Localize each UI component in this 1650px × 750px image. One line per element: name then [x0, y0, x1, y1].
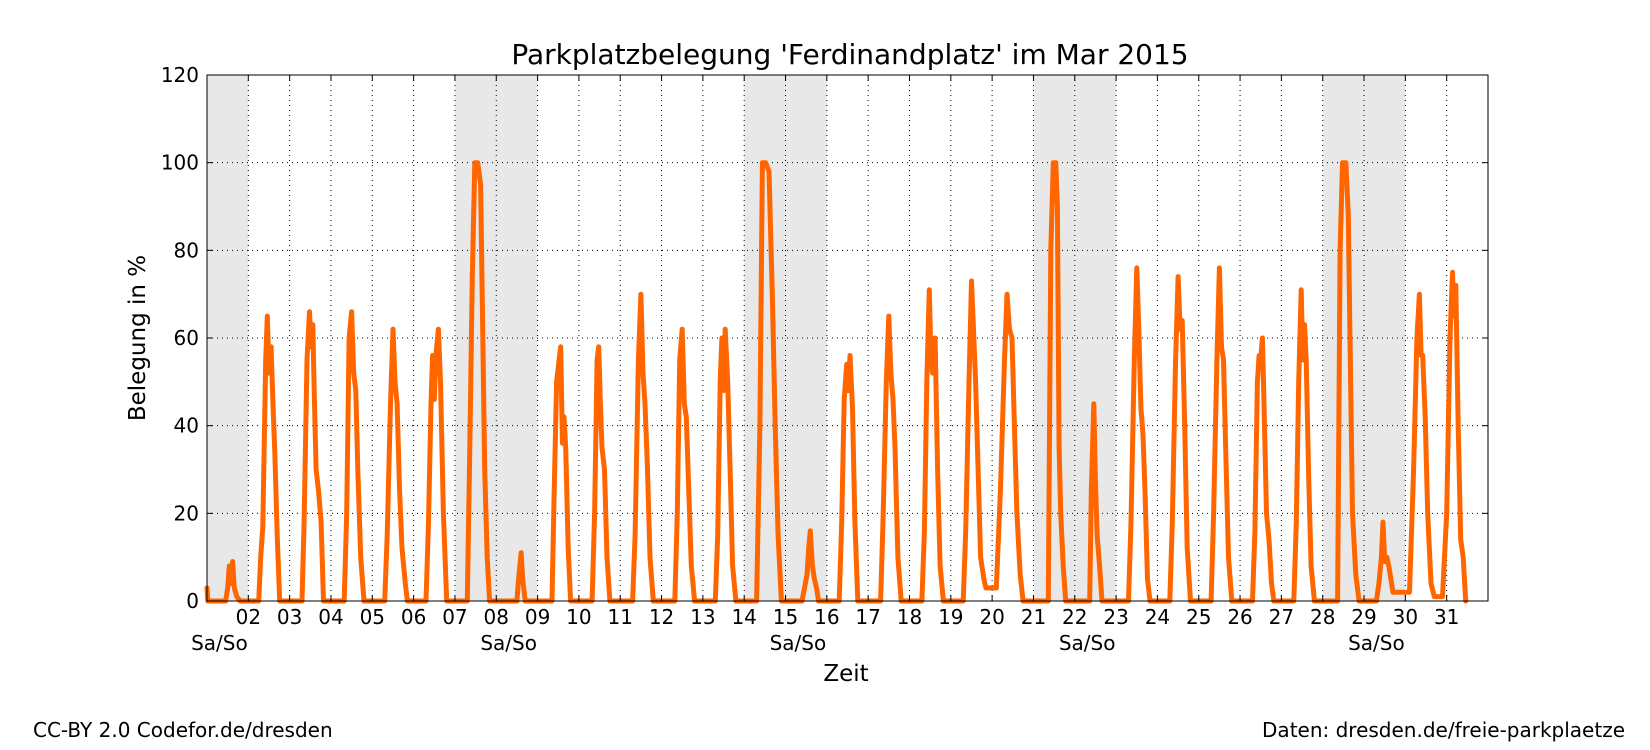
x-tick-label: 14 [731, 605, 756, 629]
x-tick-label: 04 [318, 605, 343, 629]
x-tick-label: 28 [1310, 605, 1335, 629]
series-line [204, 160, 1469, 604]
x-tick-label: 24 [1145, 605, 1170, 629]
weekend-label: Sa/So [1348, 631, 1405, 655]
x-tick-label: 31 [1434, 605, 1459, 629]
x-tick-label: 18 [897, 605, 922, 629]
y-tick-label: 40 [174, 414, 199, 438]
x-tick-label: 17 [855, 605, 880, 629]
tick-labels: Sa/So Sa/So Sa/So Sa/So Sa/So020406080100120… [161, 63, 1460, 655]
x-tick-label: 21 [1021, 605, 1046, 629]
x-tick-label: 15 [773, 605, 798, 629]
data-source-note: Daten: dresden.de/freie-parkplaetze [1262, 718, 1625, 742]
license-note: CC-BY 2.0 Codefor.de/dresden [33, 718, 333, 742]
y-tick-label: 0 [186, 589, 199, 613]
x-tick-label: 27 [1269, 605, 1294, 629]
x-tick-label: 20 [979, 605, 1004, 629]
x-tick-label: 29 [1351, 605, 1376, 629]
belegung-series [204, 160, 1469, 604]
x-tick-label: 07 [442, 605, 467, 629]
weekend-label: Sa/So [770, 631, 827, 655]
weekend-band [1033, 75, 1117, 601]
axes [206, 74, 1489, 602]
x-tick-label: 25 [1186, 605, 1211, 629]
x-tick-label: 23 [1103, 605, 1128, 629]
x-tick-label: 02 [236, 605, 261, 629]
x-tick-label: 11 [607, 605, 632, 629]
weekend-label: Sa/So [1059, 631, 1116, 655]
x-tick-label: 13 [690, 605, 715, 629]
x-tick-label: 10 [566, 605, 591, 629]
x-tick-label: 16 [814, 605, 839, 629]
weekend-label: Sa/So [480, 631, 537, 655]
x-tick-label: 08 [484, 605, 509, 629]
y-axis-label: Belegung in % [125, 255, 151, 421]
y-tick-label: 60 [174, 326, 199, 350]
y-tick-label: 20 [174, 501, 199, 525]
y-tick-label: 120 [161, 63, 199, 87]
x-axis-label: Zeit [823, 661, 868, 687]
x-tick-label: 05 [360, 605, 385, 629]
x-tick-label: 26 [1227, 605, 1252, 629]
x-tick-label: 12 [649, 605, 674, 629]
y-tick-label: 80 [174, 238, 199, 262]
chart-title: Parkplatzbelegung 'Ferdinandplatz' im Ma… [511, 38, 1188, 71]
x-tick-label: 09 [525, 605, 550, 629]
y-tick-label: 100 [161, 151, 199, 175]
x-tick-label: 30 [1393, 605, 1418, 629]
weekend-label: Sa/So [191, 631, 248, 655]
x-tick-label: 03 [277, 605, 302, 629]
x-tick-label: 06 [401, 605, 426, 629]
x-tick-label: 22 [1062, 605, 1087, 629]
x-tick-label: 19 [938, 605, 963, 629]
